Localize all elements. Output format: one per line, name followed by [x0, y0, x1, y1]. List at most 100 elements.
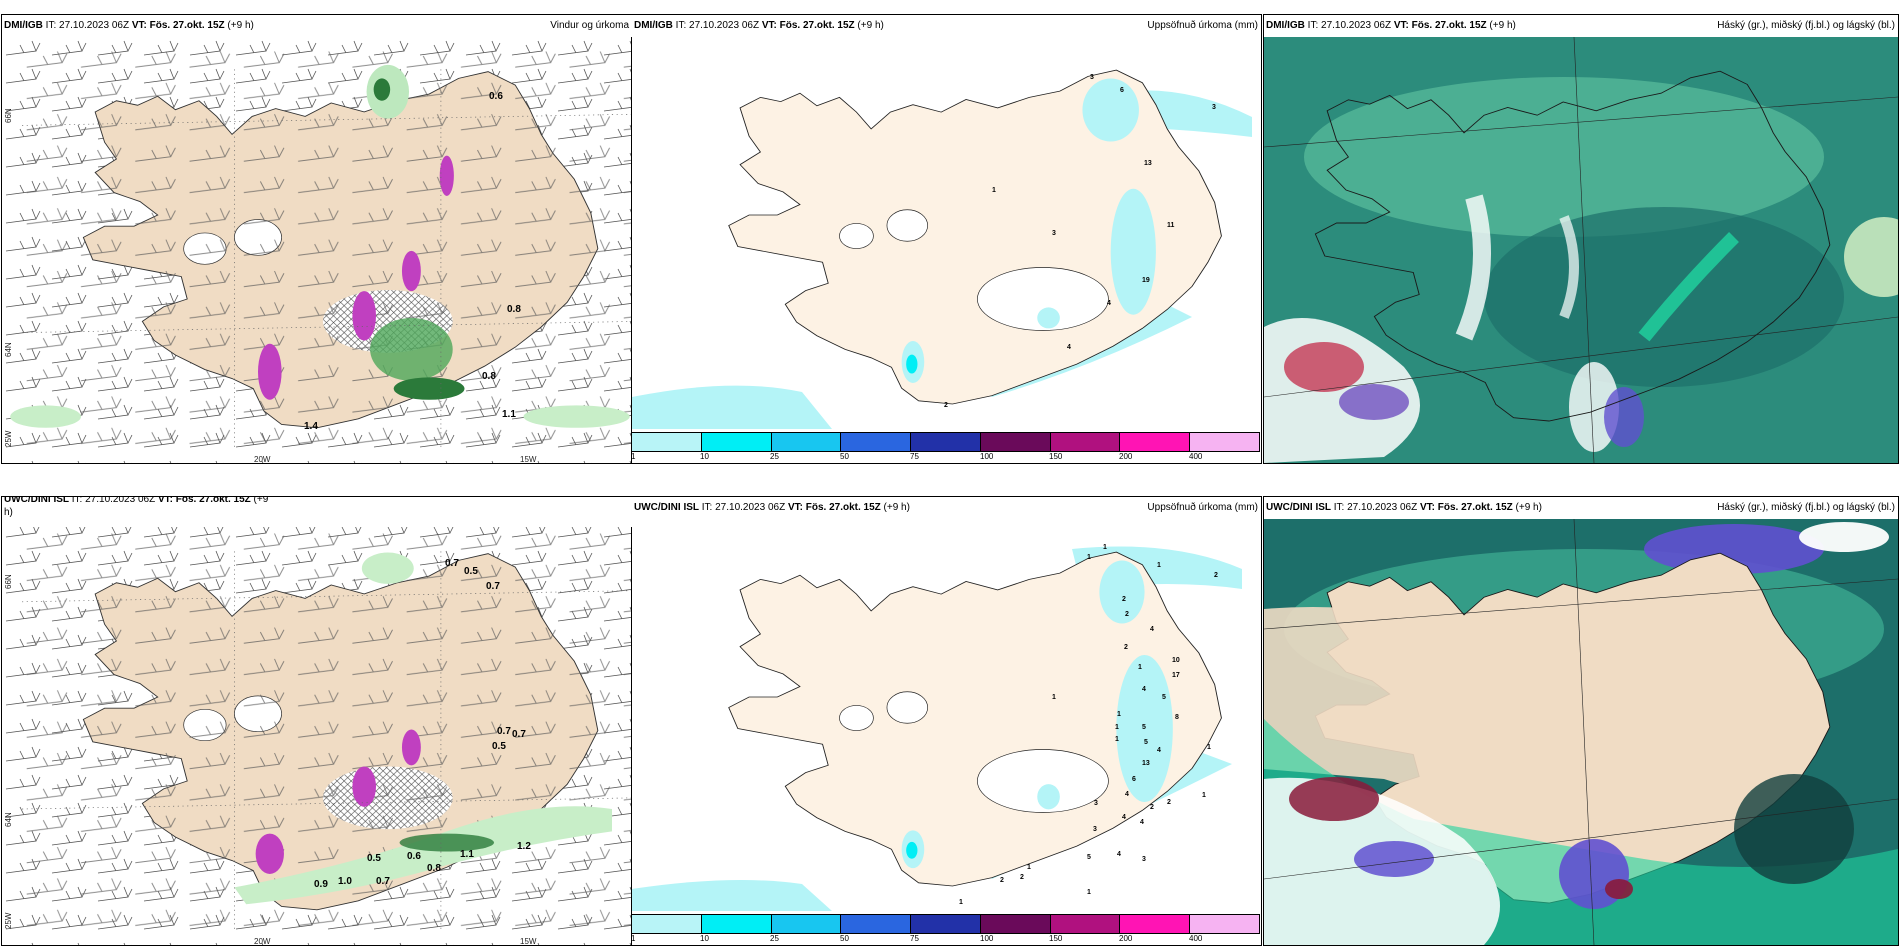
precip-label: 1 [1103, 544, 1107, 551]
precip-label: 3 [1090, 74, 1094, 81]
panel-header: UWC/DINI ISL IT: 27.10.2023 06Z VT: Fös.… [632, 497, 1261, 519]
panel-header: DMI/IGB IT: 27.10.2023 06Z VT: Fös. 27.o… [2, 15, 632, 37]
precip-label: 2 [1214, 572, 1218, 579]
precip-label: 1 [1207, 744, 1211, 751]
map-clouds-top[interactable] [1264, 37, 1898, 463]
precip-label: 1 [1027, 864, 1031, 871]
map-wind-bottom[interactable]: 0.7 0.5 0.7 0.5 0.7 0.7 1.1 1.2 0.6 0.8 … [2, 519, 632, 945]
precip-label: 2 [944, 402, 948, 409]
lat-label-64n: 64N [631, 330, 634, 345]
precip-legend-bottom [631, 914, 1260, 934]
precip-label: 4 [1107, 300, 1111, 307]
legend-swatch [1050, 433, 1121, 451]
precip-label: 3 [1052, 230, 1056, 237]
panel-precip-top: DMI/IGB IT: 27.10.2023 06Z VT: Fös. 27.o… [631, 14, 1262, 464]
lat-label-64n: 64N [631, 804, 634, 819]
wind-label: 0.9 [314, 879, 328, 890]
precip-label: 4 [1142, 686, 1146, 693]
precip-label: 3 [1142, 856, 1146, 863]
precip-label: 10 [1172, 657, 1180, 664]
precip-label: 2 [1124, 644, 1128, 651]
precip-label: 1 [1202, 792, 1206, 799]
product-title: h) [4, 507, 13, 518]
wind-label: 0.7 [497, 726, 511, 737]
precip-label: 3 [1212, 104, 1216, 111]
legend-swatch [701, 915, 772, 933]
wind-label: 1.4 [304, 421, 318, 432]
legend-swatch [632, 915, 702, 933]
precip-label: 2 [1125, 611, 1129, 618]
precip-label: 2 [1150, 804, 1154, 811]
wind-label: 0.5 [464, 566, 478, 577]
legend-swatch [1120, 915, 1191, 933]
panel-header: UWC/DINI ISL IT: 27.10.2023 06Z VT: Fös.… [2, 497, 632, 527]
wind-label: 1.1 [460, 849, 474, 860]
panel-precip-bottom: UWC/DINI ISL IT: 27.10.2023 06Z VT: Fös.… [631, 496, 1262, 946]
precip-label: 5 [1087, 854, 1091, 861]
legend-swatch [632, 433, 702, 451]
lon-label-20w: 20W [254, 455, 271, 464]
precip-label: 4 [1067, 344, 1071, 351]
wind-label: 0.6 [407, 851, 421, 862]
legend-swatch [980, 433, 1051, 451]
wind-label: 0.8 [482, 371, 496, 382]
panel-wind-precip-bottom: UWC/DINI ISL IT: 27.10.2023 06Z VT: Fös.… [1, 496, 633, 946]
legend-swatch [1190, 433, 1260, 451]
wind-label: 0.5 [492, 741, 506, 752]
precip-label: 4 [1150, 626, 1154, 633]
map-wind-top[interactable]: 0.6 0.8 0.8 1.1 1.4 [2, 37, 632, 463]
precip-label: 11 [1167, 222, 1175, 229]
panel-header: UWC/DINI ISL IT: 27.10.2023 06Z VT: Fös.… [1264, 497, 1898, 519]
wind-label: 0.7 [376, 876, 390, 887]
precip-label: 5 [1142, 724, 1146, 731]
legend-swatch [1120, 433, 1191, 451]
lat-label-66n: 66N [631, 562, 634, 577]
precip-label: 1 [992, 187, 996, 194]
precip-label: 6 [1120, 87, 1124, 94]
precip-label: 3 [1094, 800, 1098, 807]
precip-label: 6 [1132, 776, 1136, 783]
precip-label: 1 [1052, 694, 1056, 701]
precip-label: 4 [1140, 819, 1144, 826]
precip-label: 4 [1117, 851, 1121, 858]
wind-label: 0.5 [367, 853, 381, 864]
legend-swatch [841, 433, 912, 451]
precip-label: 1 [1138, 664, 1142, 671]
precip-label: 8 [1175, 714, 1179, 721]
panel-clouds-top: DMI/IGB IT: 27.10.2023 06Z VT: Fös. 27.o… [1263, 14, 1899, 464]
map-clouds-bottom[interactable] [1264, 519, 1898, 945]
wind-label: 1.0 [338, 876, 352, 887]
precip-label: 1 [1087, 554, 1091, 561]
precip-label: 2 [1122, 596, 1126, 603]
wind-label: 0.7 [445, 558, 459, 569]
precip-label: 5 [1144, 739, 1148, 746]
lat-label-25w: 25W [4, 430, 13, 447]
wind-label: 0.7 [486, 581, 500, 592]
product-title: Uppsöfnuð úrkoma (mm) [1147, 20, 1258, 31]
precip-label: 1 [1115, 724, 1119, 731]
legend-swatch [980, 915, 1051, 933]
precip-label: 4 [1157, 747, 1161, 754]
product-title: Háský (gr.), miðský (fj.bl.) og lágský (… [1717, 20, 1895, 31]
legend-ticks-bottom: 1 10 25 50 75 100 150 200 400 [631, 934, 1203, 943]
lon-label-20w: 20W [254, 937, 271, 946]
precip-label: 4 [1125, 791, 1129, 798]
lat-label-66n: 66N [631, 98, 634, 113]
lat-label-66n: 66N [4, 108, 13, 123]
wind-label: 1.1 [502, 409, 516, 420]
legend-swatch [771, 433, 842, 451]
precip-label: 2 [1020, 874, 1024, 881]
precip-label: 3 [1093, 826, 1097, 833]
wind-label: 0.8 [507, 304, 521, 315]
precip-legend-top [631, 432, 1260, 452]
lat-label-64n: 64N [4, 342, 13, 357]
panel-header: DMI/IGB IT: 27.10.2023 06Z VT: Fös. 27.o… [1264, 15, 1898, 37]
map-precip-top[interactable]: 3 6 3 13 1 3 11 19 4 4 2 [632, 37, 1261, 429]
precip-label: 17 [1172, 672, 1180, 679]
map-precip-bottom[interactable]: 1 1 1 2 2 2 4 2 1 10 17 4 5 1 1 1 5 1 8 … [632, 519, 1261, 911]
precip-label: 1 [1157, 562, 1161, 569]
precip-label: 1 [1087, 889, 1091, 896]
panel-wind-precip-top: DMI/IGB IT: 27.10.2023 06Z VT: Fös. 27.o… [1, 14, 633, 464]
precip-label: 19 [1142, 277, 1150, 284]
precip-label: 1 [1117, 711, 1121, 718]
